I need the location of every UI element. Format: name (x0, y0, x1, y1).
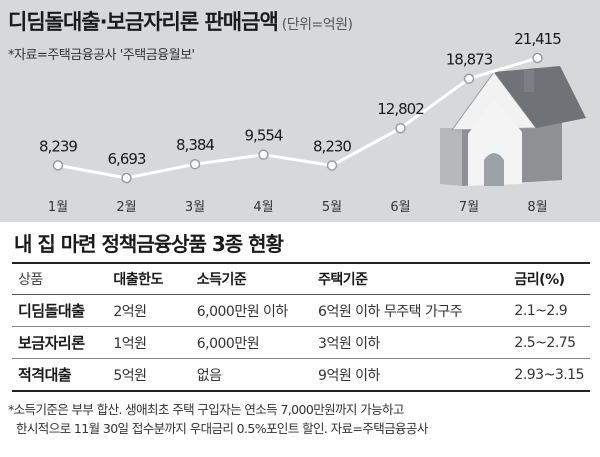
line-chart: 1월 2월 3월 4월 5월 6월 7월 8월 8,239 6,693 8,384 9,554 8,2… (0, 0, 600, 222)
cell-rate: 2.5~2.75 (514, 334, 576, 351)
x-tick-label: 6월 (390, 200, 410, 215)
chart-source: *자료=주택금융공사 '주택금융월보' (8, 48, 195, 63)
cell-rate: 2.93~3.15 (514, 366, 584, 383)
header-income: 소득기준 (196, 272, 247, 288)
data-point (189, 158, 201, 170)
cell-product: 보금자리론 (18, 334, 85, 352)
x-tick-label: 8월 (527, 200, 547, 215)
cell-income: 6,000만원 (196, 335, 260, 352)
data-label: 21,415 (514, 30, 561, 48)
cell-house: 3억원 이하 (318, 335, 380, 352)
data-point (258, 149, 269, 160)
house-icon (440, 66, 586, 186)
header-limit: 대출한도 (113, 272, 163, 288)
cell-income: 없음 (196, 367, 222, 384)
x-tick-label: 5월 (322, 200, 342, 215)
data-point (395, 122, 406, 134)
header-house: 주택기준 (318, 272, 368, 288)
data-point (532, 52, 543, 64)
data-label: 12,802 (377, 100, 424, 118)
header-rate: 금리(%) (514, 272, 565, 288)
cell-limit: 5억원 (113, 367, 147, 384)
cell-product: 디딤돌대출 (18, 302, 85, 320)
series-line (57, 56, 538, 180)
table-title: 내 집 마련 정책금융상품 3종 현황 (14, 232, 284, 256)
chart-title: 디딤돌대출·보금자리론 판매금액 (단위=억원) (8, 10, 353, 34)
data-point (463, 73, 475, 84)
table-header-row: 상품 대출한도 소득기준 주택기준 금리(%) (12, 263, 590, 295)
chart-unit: (단위=억원) (281, 17, 353, 33)
cell-house: 9억원 이하 (318, 367, 380, 384)
cell-limit: 1억원 (113, 335, 147, 352)
footnote: *소득기준은 부부 합산. 생애최초 주택 구입자는 연소득 7,000만원까지… (8, 400, 598, 438)
cell-rate: 2.1~2.9 (514, 302, 568, 319)
data-point (121, 172, 132, 184)
data-label: 9,554 (245, 127, 283, 145)
cell-limit: 2억원 (113, 303, 147, 320)
data-point (326, 160, 338, 171)
cell-house: 6억원 이하 무주택 가구주 (318, 303, 463, 320)
table-row: 보금자리론 1억원 6,000만원 3억원 이하 2.5~2.75 (12, 327, 590, 359)
product-table: 상품 대출한도 소득기준 주택기준 금리(%) 디딤돌대출 2억원 6,000만… (12, 262, 590, 392)
data-label: 6,693 (108, 150, 146, 168)
table-row: 적격대출 5억원 없음 9억원 이하 2.93~3.15 (12, 359, 590, 391)
table-row: 디딤돌대출 2억원 6,000만원 이하 6억원 이하 무주택 가구주 2.1~… (12, 295, 590, 327)
x-tick-label: 4월 (253, 200, 273, 215)
x-tick-label: 3월 (185, 200, 205, 215)
footnote-line-1: *소득기준은 부부 합산. 생애최초 주택 구입자는 연소득 7,000만원까지… (8, 402, 404, 417)
data-label: 8,384 (176, 136, 214, 154)
x-tick-label: 1월 (48, 200, 68, 215)
data-label: 8,230 (313, 137, 351, 155)
cell-product: 적격대출 (18, 366, 72, 384)
x-tick-label: 2월 (116, 200, 136, 215)
data-label: 8,239 (39, 137, 77, 155)
header-product: 상품 (18, 272, 43, 288)
footnote-line-2: 한시적으로 11월 30일 접수분까지 우대금리 0.5%포인트 할인. 자료=… (16, 421, 428, 436)
data-label: 18,873 (446, 51, 493, 69)
data-point (52, 160, 64, 171)
x-tick-label: 7월 (459, 200, 479, 215)
cell-income: 6,000만원 이하 (196, 303, 289, 320)
